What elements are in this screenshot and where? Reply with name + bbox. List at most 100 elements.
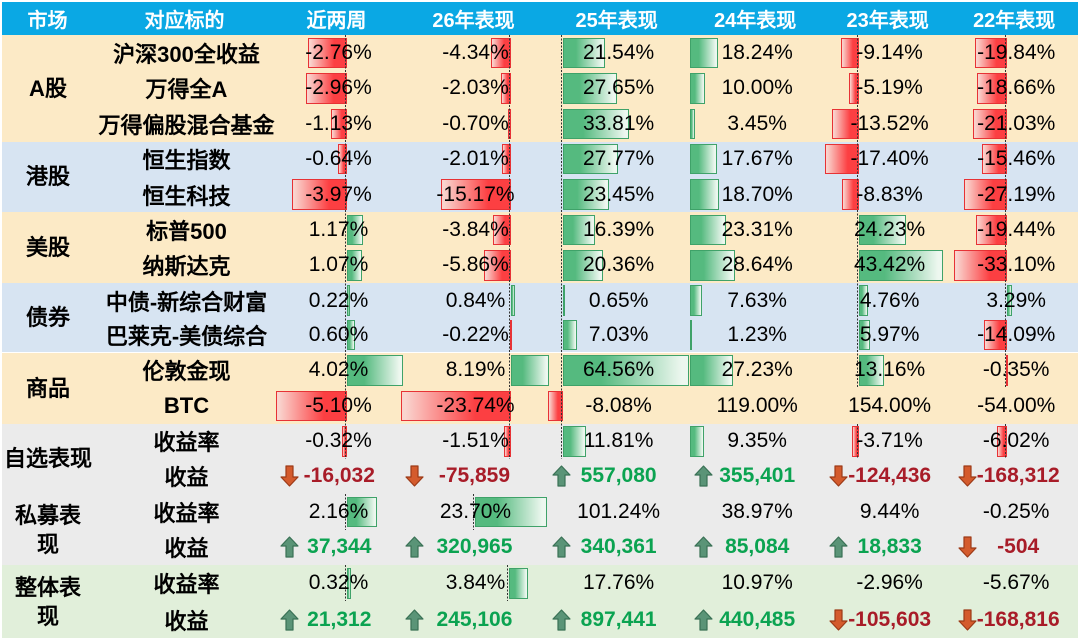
positive-data-bar: [689, 355, 733, 386]
market-label: 自选表现: [3, 446, 93, 472]
positive-data-bar: [346, 319, 356, 351]
money-value: -105,603: [848, 607, 932, 631]
money-value: -168,312: [976, 464, 1060, 488]
up-arrow-icon: [552, 536, 571, 558]
data-bar-axis-line: [473, 494, 475, 530]
percent-value: -2.01%: [442, 147, 509, 171]
market-group: 债券 中债-新综合财富 0.22% 0.84% 0.65% 7.63% 4.76% 3.29%…: [2, 283, 1078, 353]
market-group: 港股 恒生指数 -0.64% -2.01% 27.77% 17.67% -17.40% -15…: [2, 141, 1078, 213]
negative-data-bar: [848, 73, 859, 104]
market-label: 港股: [25, 164, 71, 190]
row-label: 收益: [164, 608, 209, 634]
percent-value: 4.76%: [859, 288, 920, 312]
up-arrow-icon: [280, 609, 299, 631]
percent-value: -0.32%: [305, 429, 372, 453]
negative-data-bar: [975, 37, 1007, 68]
percent-value: 0.60%: [308, 323, 369, 347]
percent-value: 8.19%: [445, 358, 506, 382]
money-value: 320,965: [436, 535, 513, 559]
negative-data-bar: [337, 143, 347, 175]
positive-data-bar: [510, 355, 549, 386]
negative-data-bar: [1006, 355, 1009, 386]
negative-data-bar: [503, 426, 511, 457]
up-arrow-icon: [552, 465, 571, 488]
positive-data-bar: [689, 143, 718, 175]
data-bar-axis-line: [1004, 35, 1006, 389]
negative-data-bar: [440, 179, 511, 210]
header-row: 市场 对应标的 近两周 26年表现 25年表现 24年表现 23年表现 22年表现: [2, 1, 1078, 35]
up-arrow-icon: [405, 536, 424, 558]
market-label: 整体表 现: [14, 574, 82, 629]
percent-value: -6.02%: [982, 429, 1050, 453]
percent-value: 0.84%: [445, 288, 506, 312]
percent-value: -19.44%: [977, 218, 1056, 242]
negative-data-bar: [977, 73, 1007, 104]
percent-value: 7.03%: [588, 323, 649, 347]
positive-data-bar: [475, 496, 547, 527]
negative-data-bar: [954, 250, 1007, 281]
money-value: 557,080: [580, 464, 657, 488]
row-label: 纳斯达克: [142, 254, 231, 280]
data-bar-axis-line: [344, 565, 346, 602]
table-row: 纳斯达克 1.07% -5.86% 20.36% 28.64% 43.42% -33.10%: [2, 248, 1078, 283]
data-bar-axis-line: [344, 35, 346, 460]
percent-value: -15.46%: [977, 147, 1056, 171]
percent-value: -3.97%: [305, 182, 372, 206]
row-label: 万得全A: [145, 77, 228, 103]
negative-data-bar: [501, 143, 511, 175]
negative-data-bar: [824, 143, 859, 175]
negative-data-bar: [331, 108, 347, 139]
up-arrow-icon: [405, 609, 424, 631]
money-value: -16,032: [303, 464, 375, 488]
money-value: 440,485: [719, 607, 796, 631]
percent-value: -4.34%: [442, 40, 509, 64]
positive-data-bar: [563, 426, 587, 457]
percent-value: 7.63%: [727, 288, 787, 312]
percent-value: 24.23%: [853, 218, 926, 242]
table-row: 沪深300全收益 -2.76% -4.34% 21.54% 18.24% -9.14% -1…: [2, 35, 1078, 71]
table-row: 收益 37,344 320,965 340,361 85,084 18,833 -504: [2, 530, 1078, 566]
money-value: 245,106: [436, 607, 513, 631]
percent-value: -2.76%: [305, 40, 372, 64]
row-label: 恒生指数: [142, 148, 231, 174]
percent-value: 3.29%: [986, 288, 1046, 312]
percent-value: 38.97%: [721, 499, 793, 523]
money-value: 340,361: [580, 535, 657, 559]
percent-value: 10.00%: [721, 76, 793, 100]
percent-value: -2.03%: [442, 76, 509, 100]
up-arrow-icon: [280, 536, 299, 558]
positive-data-bar: [689, 179, 720, 210]
positive-data-bar: [858, 319, 871, 351]
row-label: 标普500: [146, 219, 227, 245]
positive-data-bar: [689, 214, 727, 246]
row-label: 收益率: [153, 430, 220, 456]
money-value: 897,441: [580, 607, 657, 631]
percent-value: 16.39%: [582, 218, 655, 242]
percent-value: -5.19%: [856, 76, 923, 100]
percent-value: 20.36%: [582, 253, 655, 277]
market-group: 私募表 现 收益率 2.16% 23.70% 101.24% 38.97% 9.44% -0.…: [2, 494, 1078, 565]
market-label: 商品: [25, 375, 71, 401]
down-arrow-icon: [829, 609, 848, 631]
data-bar-axis-line: [856, 35, 858, 389]
market-label: 债券: [25, 305, 71, 331]
percent-value: 18.70%: [721, 182, 793, 206]
market-group: 商品 伦敦金现 4.02% 8.19% 64.56% 27.23% 13.16% -0.35%…: [2, 352, 1078, 424]
percent-value: -2.96%: [305, 76, 372, 100]
header-cell: 近两周: [306, 9, 367, 32]
table-row: 万得偏股混合基金 -1.13% -0.70% 33.81% 3.45% -13.52% -2…: [2, 106, 1078, 142]
percent-value: 43.42%: [853, 253, 926, 277]
row-label: 沪深300全收益: [113, 41, 260, 67]
percent-value: 27.65%: [582, 76, 655, 100]
negative-data-bar: [982, 143, 1007, 175]
data-bar-axis-line: [856, 423, 858, 460]
percent-value: 2.16%: [308, 499, 369, 523]
positive-data-bar: [858, 250, 944, 281]
percent-value: -2.96%: [856, 571, 923, 595]
positive-data-bar: [346, 285, 350, 316]
positive-data-bar: [563, 108, 630, 139]
positive-data-bar: [858, 214, 907, 246]
negative-data-bar: [963, 179, 1007, 210]
row-label: 收益: [164, 465, 209, 491]
